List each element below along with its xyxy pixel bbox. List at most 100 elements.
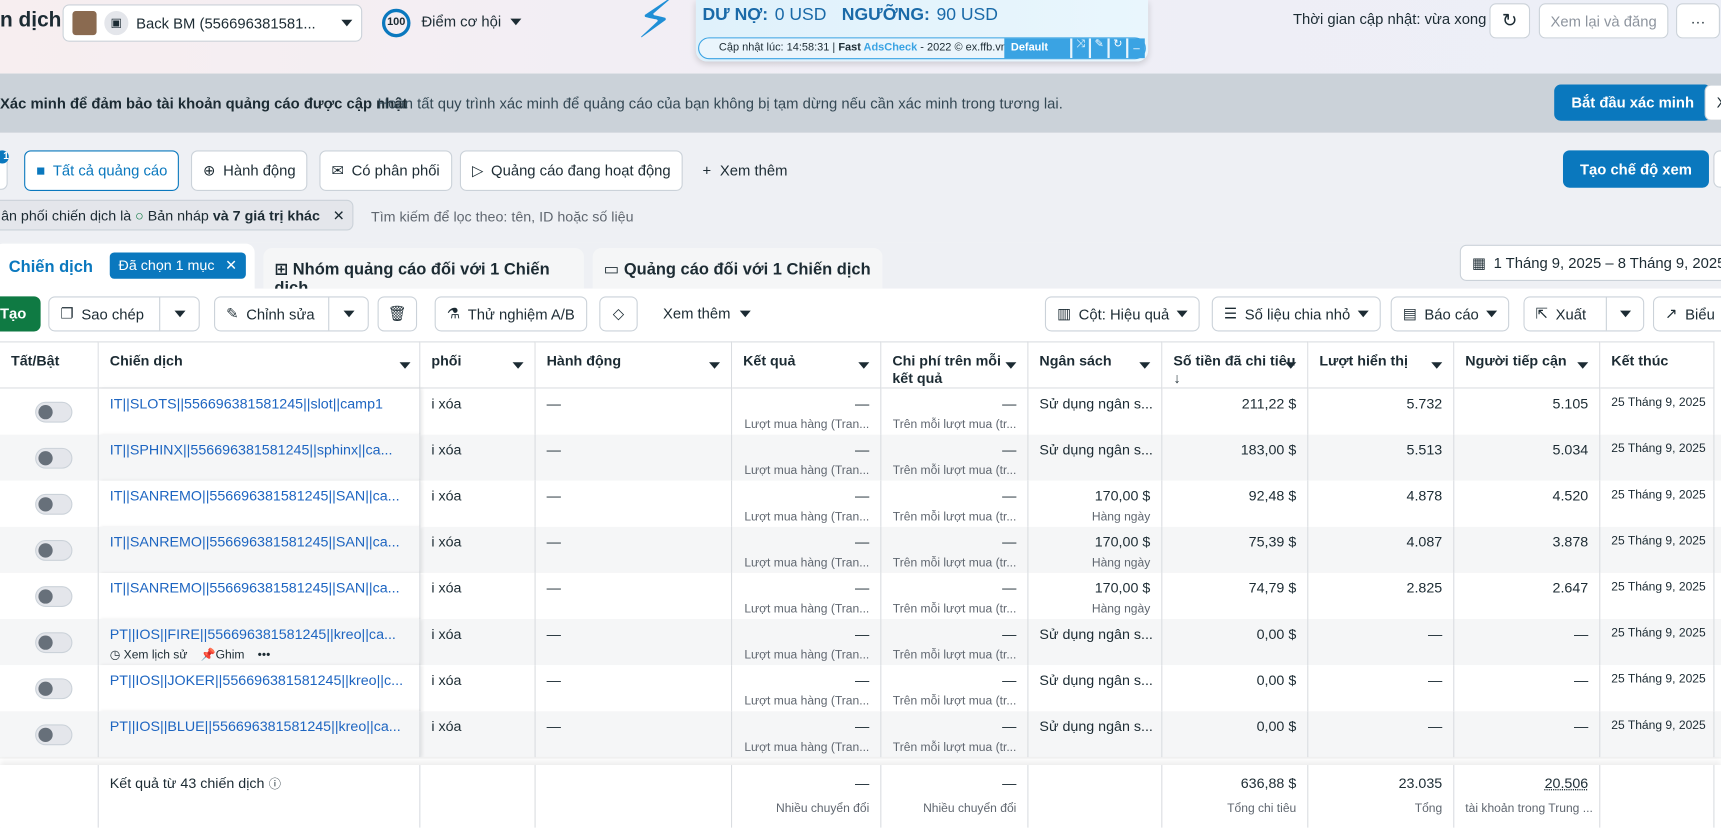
refresh-button[interactable]: ↻	[1489, 3, 1531, 39]
more-actions-button[interactable]: Xem thêm	[663, 305, 751, 322]
minimize-icon[interactable]: _	[1128, 38, 1145, 59]
tag-button[interactable]: ◇	[599, 296, 638, 332]
charts-button[interactable]: ↗ Biểu	[1652, 296, 1721, 332]
pin-button[interactable]: 📌Ghim	[201, 648, 245, 664]
col-cost-per-result-header[interactable]: Chi phí trên mỗi kết quả	[881, 341, 1029, 389]
sort-caret-icon[interactable]	[399, 362, 411, 369]
view-history-button[interactable]: ◷ Xem lịch sử	[110, 648, 188, 664]
view-menu-button[interactable]	[1713, 150, 1721, 188]
table-row[interactable]: IT||SLOTS||556696381581245||slot||camp1 i…	[0, 388, 1721, 435]
more-filters-button[interactable]: + Xem thêm	[702, 162, 787, 178]
campaign-name-link[interactable]: IT||SANREMO||556696381581245||SAN||ca...	[109, 533, 400, 550]
delete-button[interactable]: 🗑	[377, 296, 418, 332]
date-range-picker[interactable]: ▦ 1 Tháng 9, 2025 – 8 Tháng 9, 2025	[1459, 244, 1721, 281]
cost-cell-value: —	[1002, 717, 1017, 735]
campaign-name-link[interactable]: IT||SANREMO||556696381581245||SAN||ca...	[109, 579, 400, 596]
start-verification-button[interactable]: Bắt đầu xác minh	[1554, 84, 1712, 121]
duplicate-button[interactable]: ❐ Sao chép	[48, 296, 200, 332]
shuffle-icon[interactable]: ⤨	[1072, 38, 1089, 59]
table-row[interactable]: IT||SANREMO||556696381581245||SAN||ca...…	[0, 572, 1721, 620]
on-off-toggle[interactable]	[35, 586, 73, 607]
envelope-icon: ✉	[331, 161, 344, 179]
account-selector[interactable]: ▣ Back BM (556696381581...	[62, 4, 363, 42]
col-reach-header[interactable]: Người tiếp cận	[1454, 341, 1601, 389]
col-toggle-header[interactable]: Tất/Bật	[0, 341, 99, 389]
table-row[interactable]: IT||SANREMO||556696381581245||SAN||ca...…	[0, 526, 1721, 573]
table-row[interactable]: IT||SANREMO||556696381581245||SAN||ca...…	[0, 480, 1721, 527]
opportunity-score-button[interactable]: Điểm cơ hội	[421, 13, 521, 30]
budget-cell: Sử dụng ngân s...	[1028, 619, 1163, 666]
table-row[interactable]: IT||SPHINX||556696381581245||sphinx||ca.…	[0, 434, 1721, 481]
on-off-toggle[interactable]	[35, 724, 73, 746]
row-more-button[interactable]: •••	[257, 648, 271, 662]
spent-cell: 0,00 $	[1162, 665, 1309, 712]
on-off-toggle[interactable]	[35, 632, 73, 654]
tab-ads[interactable]: ▭ Quảng cáo đối với 1 Chiến dịch	[592, 248, 883, 290]
clear-selection-icon[interactable]: ✕	[225, 256, 238, 274]
table-row[interactable]: PT||IOS||BLUE||556696381581245||kreo||ca…	[0, 711, 1721, 758]
results-cell-sub: Lượt mua hàng (Tran...	[744, 694, 870, 708]
edit-dropdown[interactable]	[328, 297, 368, 331]
col-budget-header[interactable]: Ngân sách	[1028, 341, 1163, 389]
sort-caret-icon[interactable]	[1005, 362, 1017, 369]
on-off-toggle[interactable]	[35, 540, 73, 561]
selected-chip[interactable]: Đã chọn 1 mục ✕	[109, 252, 246, 279]
actions-cell: —	[536, 434, 733, 481]
on-off-toggle[interactable]	[35, 493, 73, 515]
filter-delivering[interactable]: ✉ Có phân phối	[319, 150, 452, 191]
duplicate-dropdown[interactable]	[159, 297, 199, 331]
col-ends-header[interactable]: Kết thúc	[1600, 341, 1715, 389]
on-off-toggle[interactable]	[35, 401, 73, 423]
remove-filter-icon[interactable]: ✕	[332, 207, 345, 224]
sort-caret-icon[interactable]	[858, 362, 870, 369]
campaign-name-link[interactable]: PT||IOS||FIRE||556696381581245||kreo||ca…	[109, 625, 396, 643]
filter-active-ads[interactable]: ▷ Quảng cáo đang hoạt động	[459, 150, 683, 191]
campaign-name-link[interactable]: PT||IOS||JOKER||556696381581245||kreo||c…	[109, 671, 404, 689]
filter-chip[interactable]: ân phối chiến dịch là ○ Bản nháp và 7 gi…	[0, 199, 354, 231]
on-off-toggle[interactable]	[35, 678, 73, 700]
campaign-name-link[interactable]: PT||IOS||BLUE||556696381581245||kreo||ca…	[109, 717, 401, 735]
sort-caret-icon[interactable]	[1577, 362, 1589, 369]
reports-button[interactable]: ▤ Báo cáo	[1390, 296, 1510, 332]
filter-actions[interactable]: ⊕ Hành động	[190, 150, 308, 191]
table-row[interactable]: PT||IOS||JOKER||556696381581245||kreo||c…	[0, 665, 1721, 712]
columns-button[interactable]: ▥ Cột: Hiệu quả	[1044, 296, 1201, 332]
col-campaign-header[interactable]: Chiến dịch	[98, 341, 421, 389]
campaign-name-link[interactable]: IT||SPHINX||556696381581245||sphinx||ca.…	[109, 441, 393, 458]
create-view-button[interactable]: Tạo chế độ xem	[1562, 150, 1709, 188]
close-banner-button[interactable]: X	[1704, 84, 1721, 121]
on-off-toggle[interactable]	[35, 447, 73, 469]
col-amount-spent-header[interactable]: Số tiền đã chi tiêu ↓	[1162, 341, 1309, 389]
results-cell: — Lượt mua hàng (Tran...	[732, 388, 882, 435]
tab-campaigns[interactable]: Chiến dịch Đã chọn 1 mục ✕	[0, 243, 255, 290]
create-button[interactable]: Tạo	[0, 296, 41, 332]
campaign-name-link[interactable]: IT||SLOTS||556696381581245||slot||camp1	[109, 395, 383, 412]
export-button[interactable]: ⇱ Xuất	[1523, 296, 1645, 332]
info-icon[interactable]: ⓘ	[268, 778, 281, 792]
tab-adsets[interactable]: ⊞ Nhóm quảng cáo đối với 1 Chiến dịch	[263, 248, 584, 297]
table-row[interactable]: PT||IOS||FIRE||556696381581245||kreo||ca…	[0, 619, 1721, 666]
ab-test-button[interactable]: ⚗ Thử nghiệm A/B	[434, 296, 587, 332]
edit-icon[interactable]: ✎	[1091, 38, 1108, 59]
edit-button[interactable]: ✎ Chỉnh sửa	[214, 296, 369, 332]
filter-all-ads[interactable]: ■ Tất cả quảng cáo	[24, 150, 180, 191]
col-actions-header[interactable]: Hành động	[535, 341, 733, 389]
profile-select[interactable]: Default	[1004, 38, 1071, 59]
breakdown-button[interactable]: ☰ Số liệu chia nhỏ	[1211, 296, 1381, 332]
sort-caret-icon[interactable]	[1285, 362, 1297, 369]
toggle-cell	[0, 526, 99, 573]
more-button[interactable]: ···	[1676, 3, 1720, 39]
sort-caret-icon[interactable]	[1139, 362, 1151, 369]
sort-caret-icon[interactable]	[512, 362, 524, 369]
refresh-icon[interactable]: ↻	[1109, 38, 1127, 59]
col-delivery-header[interactable]: phối	[420, 341, 536, 389]
actions-cell: —	[536, 388, 733, 435]
sort-caret-icon[interactable]	[709, 362, 721, 369]
col-impressions-header[interactable]: Lượt hiển thị	[1308, 341, 1455, 389]
campaign-name-link[interactable]: IT||SANREMO||556696381581245||SAN||ca...	[109, 487, 400, 504]
export-dropdown[interactable]	[1605, 297, 1643, 331]
review-publish-button[interactable]: Xem lại và đăng	[1538, 3, 1669, 39]
search-filter-input[interactable]: Tìm kiếm để lọc theo: tên, ID hoặc số li…	[370, 208, 634, 226]
sort-caret-icon[interactable]	[1431, 362, 1443, 369]
col-results-header[interactable]: Kết quả	[732, 341, 882, 389]
